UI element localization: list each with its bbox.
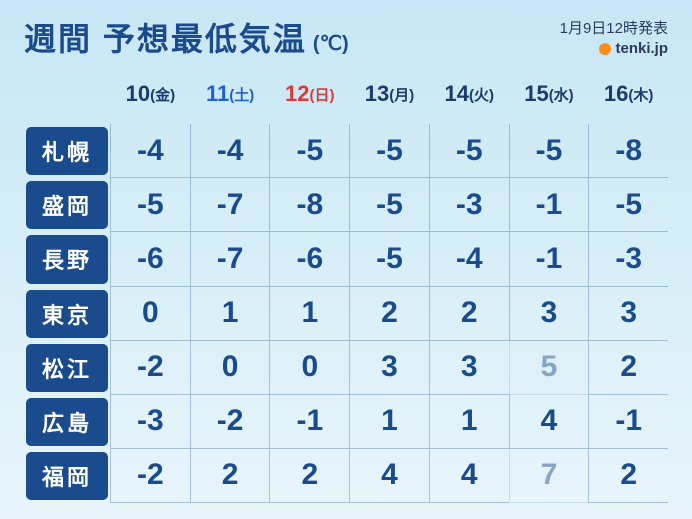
temp-value: 2 (588, 449, 668, 503)
city-label: 広島 (26, 398, 108, 446)
temp-value: -5 (509, 124, 589, 178)
temp-value: -8 (269, 178, 349, 232)
temp-value: -6 (269, 232, 349, 286)
logo: tenki.jp (599, 40, 668, 57)
temp-value: 4 (509, 395, 589, 449)
day-of-week: (月) (389, 84, 414, 105)
city-row: 福岡-2224472 (24, 449, 668, 503)
temp-value: -5 (349, 232, 429, 286)
city-label: 札幌 (26, 127, 108, 175)
header-row: 10(金)11(土)12(日)13(月)14(火)15(水)16(木) (24, 70, 668, 124)
day-of-week: (金) (150, 84, 175, 105)
temp-value: 4 (349, 449, 429, 503)
title: 週間 予想最低気温 (24, 14, 307, 60)
day-number: 16 (604, 81, 628, 107)
issued-time: 1月9日12時発表 (560, 17, 668, 38)
temp-value: -3 (588, 232, 668, 286)
temp-value: 1 (349, 395, 429, 449)
temp-value: 1 (269, 287, 349, 341)
day-number: 10 (126, 81, 150, 107)
temp-value: -8 (588, 124, 668, 178)
city-row: 長野-6-7-6-5-4-1-3 (24, 232, 668, 286)
day-header: 15(水) (509, 70, 589, 124)
unit: (℃) (313, 31, 349, 56)
temp-value: 2 (349, 287, 429, 341)
temp-value: 4 (429, 449, 509, 503)
day-number: 15 (524, 81, 548, 107)
temp-value: 2 (429, 287, 509, 341)
day-of-week: (火) (469, 84, 494, 105)
temp-value: 2 (588, 341, 668, 395)
temp-value: -5 (110, 178, 190, 232)
temp-value: -5 (269, 124, 349, 178)
temp-value: 0 (110, 287, 190, 341)
day-header: 12(日) (269, 70, 349, 124)
day-of-week: (土) (229, 84, 254, 105)
temp-value: -1 (269, 395, 349, 449)
temp-value: 3 (429, 341, 509, 395)
city-row: 盛岡-5-7-8-5-3-1-5 (24, 178, 668, 232)
temp-value: -4 (429, 232, 509, 286)
temp-value: -1 (509, 232, 589, 286)
day-header: 14(火) (429, 70, 509, 124)
day-header: 10(金) (110, 70, 190, 124)
city-row: 東京0112233 (24, 287, 668, 341)
city-row: 松江-2003352 (24, 341, 668, 395)
temp-value: -5 (588, 178, 668, 232)
temp-value: 1 (429, 395, 509, 449)
city-label: 長野 (26, 235, 108, 283)
day-header: 11(土) (190, 70, 270, 124)
temp-value: 7 (509, 449, 589, 503)
day-number: 13 (365, 81, 389, 107)
day-of-week: (日) (310, 84, 335, 105)
temp-value: 2 (269, 449, 349, 503)
temp-value: -3 (110, 395, 190, 449)
temp-value: 2 (190, 449, 270, 503)
temp-value: -2 (190, 395, 270, 449)
city-label: 松江 (26, 344, 108, 392)
temp-value: -3 (429, 178, 509, 232)
temp-value: -1 (588, 395, 668, 449)
city-row: 広島-3-2-1114-1 (24, 395, 668, 449)
temp-value: 3 (588, 287, 668, 341)
forecast-container: 週間 予想最低気温 (℃) 1月9日12時発表 tenki.jp 10(金)11… (0, 0, 692, 519)
sun-icon (599, 43, 611, 55)
temp-value: -5 (349, 178, 429, 232)
day-of-week: (水) (549, 84, 574, 105)
logo-text: tenki.jp (615, 40, 668, 57)
city-row: 札幌-4-4-5-5-5-5-8 (24, 124, 668, 178)
day-header: 13(月) (349, 70, 429, 124)
temp-value: -7 (190, 232, 270, 286)
city-label: 福岡 (26, 452, 108, 500)
city-label: 東京 (26, 290, 108, 338)
temp-value: -1 (509, 178, 589, 232)
temp-value: -7 (190, 178, 270, 232)
temp-value: 3 (349, 341, 429, 395)
temp-value: -4 (110, 124, 190, 178)
title-group: 週間 予想最低気温 (℃) (24, 14, 349, 60)
temp-value: -2 (110, 449, 190, 503)
forecast-grid: 10(金)11(土)12(日)13(月)14(火)15(水)16(木)札幌-4-… (0, 70, 692, 519)
day-number: 11 (206, 81, 229, 107)
temp-value: -2 (110, 341, 190, 395)
temp-value: 5 (509, 341, 589, 395)
header-spacer (26, 73, 108, 121)
temp-value: -4 (190, 124, 270, 178)
day-of-week: (木) (628, 84, 653, 105)
header: 週間 予想最低気温 (℃) 1月9日12時発表 tenki.jp (0, 0, 692, 70)
temp-value: -6 (110, 232, 190, 286)
meta-group: 1月9日12時発表 tenki.jp (560, 17, 668, 57)
day-number: 12 (285, 81, 309, 107)
temp-value: -5 (429, 124, 509, 178)
city-label: 盛岡 (26, 181, 108, 229)
temp-value: 3 (509, 287, 589, 341)
temp-value: 0 (269, 341, 349, 395)
temp-value: -5 (349, 124, 429, 178)
temp-value: 1 (190, 287, 270, 341)
day-header: 16(木) (588, 70, 668, 124)
temp-value: 0 (190, 341, 270, 395)
day-number: 14 (444, 81, 468, 107)
